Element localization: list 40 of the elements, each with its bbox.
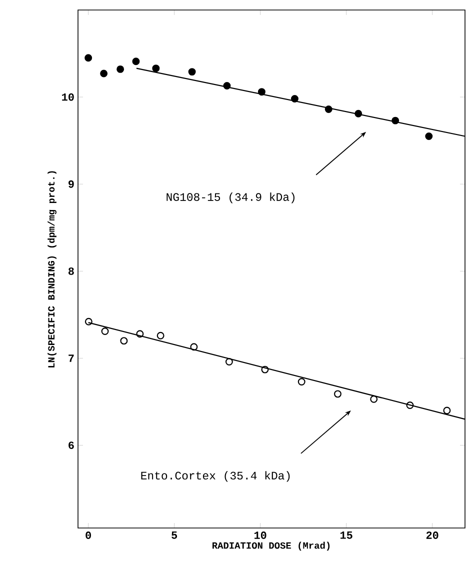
point <box>100 70 108 78</box>
annotation: Ento.Cortex (35.4 kDa) <box>141 471 290 482</box>
point <box>425 132 433 140</box>
x-tick-label: 10 <box>254 532 266 539</box>
point <box>116 65 124 73</box>
point <box>324 106 332 113</box>
point <box>136 330 144 338</box>
point <box>334 390 342 398</box>
y-tick-label: 9 <box>68 180 74 188</box>
point <box>225 358 233 366</box>
y-tick-label: 7 <box>68 354 74 362</box>
point <box>258 88 266 96</box>
y-tick-label: 6 <box>68 442 74 450</box>
point <box>120 337 128 345</box>
point <box>132 58 140 66</box>
point <box>354 110 362 118</box>
y-tick-label: 8 <box>68 267 74 275</box>
point <box>84 54 92 62</box>
point <box>406 402 414 409</box>
y-tick-label: 10 <box>62 93 74 101</box>
point <box>188 68 196 76</box>
point <box>290 95 298 103</box>
point <box>261 366 269 374</box>
x-tick-label: 15 <box>340 532 352 539</box>
point <box>190 343 198 351</box>
point <box>101 328 109 335</box>
x-tick-label: 5 <box>172 532 178 539</box>
point <box>84 318 92 326</box>
point <box>392 116 400 124</box>
point <box>298 378 306 386</box>
x-tick-label: 0 <box>86 532 91 539</box>
x-axis-title: RADIATION DOSE (Mrad) <box>212 542 330 551</box>
point <box>370 395 378 403</box>
x-tick-label: 20 <box>426 532 438 539</box>
point <box>443 406 451 414</box>
annotation: NG108-15 (34.9 kDa) <box>166 192 294 204</box>
point <box>223 82 231 90</box>
point <box>156 332 164 340</box>
point <box>152 64 160 72</box>
y-axis-title: LN(SPECIFIC BINDING) (dpm/mg prot.) <box>48 171 56 368</box>
